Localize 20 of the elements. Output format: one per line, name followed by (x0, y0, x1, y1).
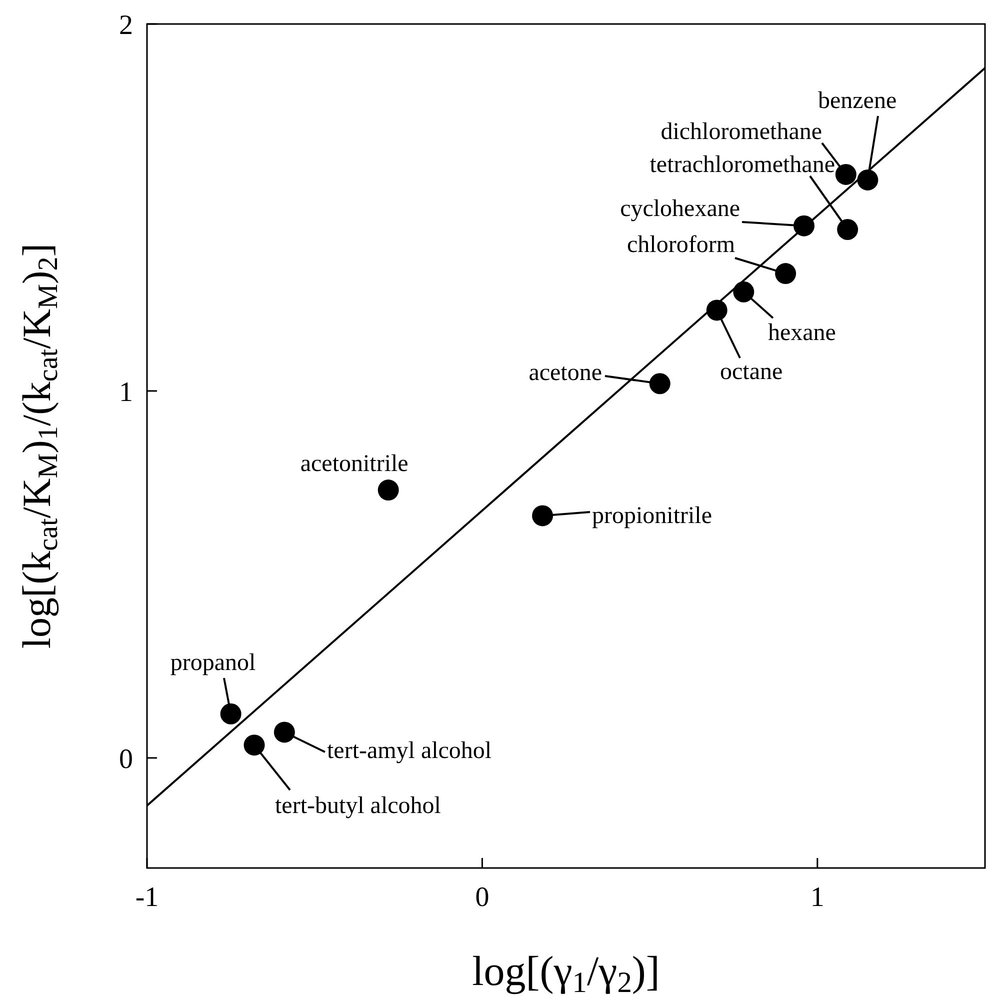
x-tick-label: 0 (475, 882, 490, 913)
x-axis-title: log[(γ$_{1}$/γ$_{2}$)] (472, 949, 660, 999)
y-tick-label: 2 (119, 10, 133, 41)
annotation: dichloromethane (660, 119, 822, 145)
annotation: tert-amyl alcohol (327, 738, 492, 764)
annotation: cyclohexane (620, 196, 740, 222)
annotation: chloroform (627, 232, 736, 258)
annotation: hexane (768, 320, 836, 346)
annotation: tert-butyl alcohol (275, 793, 442, 819)
annotation: propionitrile (592, 503, 712, 529)
annotation: propanol (170, 650, 256, 676)
y-tick-label: 1 (119, 376, 133, 408)
annotation: acetonitrile (300, 451, 408, 478)
x-tick-label: -1 (135, 882, 159, 913)
y-tick-label: 0 (119, 744, 133, 775)
annotation: acetone (528, 360, 602, 386)
annotation: benzene (818, 88, 897, 114)
x-tick-label: 1 (810, 882, 824, 913)
annotation: octane (720, 359, 783, 385)
annotation: tetrachloromethane (650, 152, 835, 178)
